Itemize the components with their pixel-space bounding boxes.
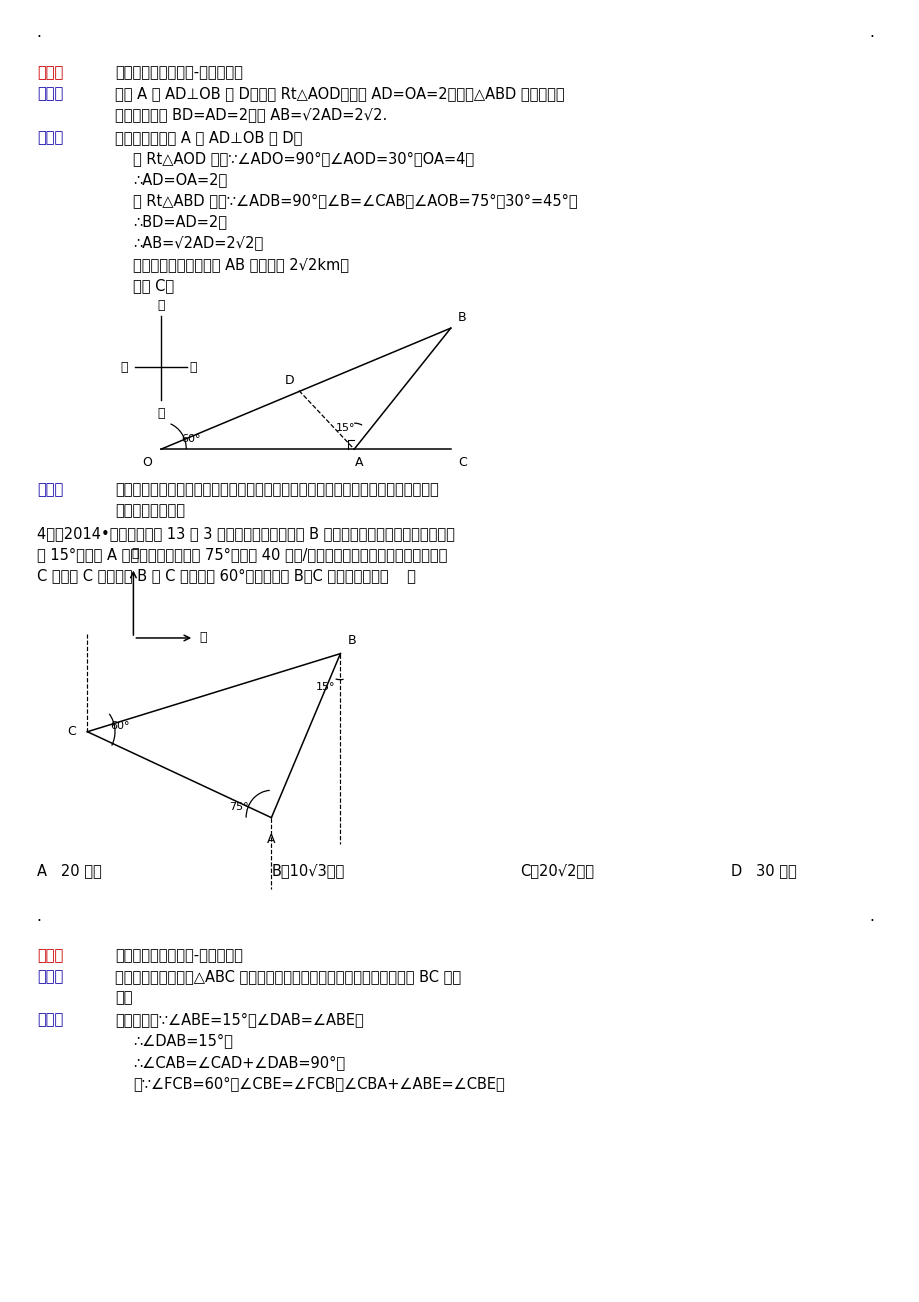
Text: 4．（2014•山东临沂，第 13 题 3 分）如图，在某监测点 B 处望见一艘正在作业的渔船在南偏: 4．（2014•山东临沂，第 13 题 3 分）如图，在某监测点 B 处望见一艘…: [37, 526, 454, 542]
Text: 75°: 75°: [229, 802, 248, 812]
Text: B: B: [347, 634, 356, 647]
Text: D   30 海里: D 30 海里: [731, 863, 796, 879]
Text: 北: 北: [157, 299, 165, 312]
Text: 解直角三角形的应用-方向角问题: 解直角三角形的应用-方向角问题: [115, 948, 243, 963]
Text: C．20√2海里: C．20√2海里: [519, 863, 593, 879]
Text: 解：如图，∵∠ABE=15°，∠DAB=∠ABE，: 解：如图，∵∠ABE=15°，∠DAB=∠ABE，: [115, 1013, 363, 1027]
Text: C 处，在 C 处观测到 B 在 C 的北偏东 60°方向上，则 B、C 之间的距离为（    ）: C 处，在 C 处观测到 B 在 C 的北偏东 60°方向上，则 B、C 之间的…: [37, 569, 415, 583]
Text: 西 15°方向的 A 处，若渔船沿北偏西 75°方向以 40 海里/小时的速度航行，航行半小时后到达: 西 15°方向的 A 处，若渔船沿北偏西 75°方向以 40 海里/小时的速度航…: [37, 547, 447, 562]
Text: 分析：: 分析：: [37, 86, 63, 102]
Text: 形是解题的关键．: 形是解题的关键．: [115, 503, 185, 518]
Text: ·: ·: [37, 914, 41, 930]
Text: 东: 东: [189, 361, 197, 374]
Text: ∴AD=OA=2．: ∴AD=OA=2．: [133, 172, 227, 187]
Text: 60°: 60°: [110, 721, 130, 732]
Text: 在 Rt△ABD 中，∵∠ADB=90°，∠B=∠CAB－∠AOB=75°－30°=45°，: 在 Rt△ABD 中，∵∠ADB=90°，∠B=∠CAB－∠AOB=75°－30…: [133, 193, 577, 208]
Text: 本题考查了解直角三角形的应用－方向角问题，难度适中，作出辅助线构造直角三角: 本题考查了解直角三角形的应用－方向角问题，难度适中，作出辅助线构造直角三角: [115, 482, 438, 497]
Text: C: C: [458, 456, 467, 469]
Text: A: A: [354, 456, 363, 469]
Text: B．10√3海里: B．10√3海里: [271, 863, 345, 879]
Text: 西: 西: [119, 361, 128, 374]
Text: A: A: [267, 833, 276, 846]
Text: 度．: 度．: [115, 991, 132, 1005]
Text: ∴AB=√2AD=2√2．: ∴AB=√2AD=2√2．: [133, 236, 264, 250]
Text: ∴BD=AD=2，: ∴BD=AD=2，: [133, 215, 227, 229]
Text: 三角形，得出 BD=AD=2，则 AB=√2AD=2√2.: 三角形，得出 BD=AD=2，则 AB=√2AD=2√2.: [115, 108, 387, 122]
Text: 15°: 15°: [335, 423, 355, 434]
Text: 东: 东: [199, 631, 207, 644]
Text: 在 Rt△AOD 中，∵∠ADO=90°，∠AOD=30°，OA=4，: 在 Rt△AOD 中，∵∠ADO=90°，∠AOD=30°，OA=4，: [133, 151, 474, 165]
Text: A   20 海里: A 20 海里: [37, 863, 101, 879]
Text: D: D: [285, 374, 294, 387]
Text: B: B: [458, 311, 466, 324]
Text: 考点：: 考点：: [37, 65, 63, 81]
Text: 15°: 15°: [316, 682, 335, 693]
Text: 过点 A 作 AD⊥OB 于 D．先解 Rt△AOD，得出 AD=OA=2，再由△ABD 是等腰直角: 过点 A 作 AD⊥OB 于 D．先解 Rt△AOD，得出 AD=OA=2，再由…: [115, 86, 564, 102]
Text: 解：如图，过点 A 作 AD⊥OB 于 D．: 解：如图，过点 A 作 AD⊥OB 于 D．: [115, 130, 302, 145]
Text: 北: 北: [131, 547, 139, 560]
Text: 如图，根据题意易求△ABC 是等腰直角三角形，通过解该直角三角形来求 BC 的长: 如图，根据题意易求△ABC 是等腰直角三角形，通过解该直角三角形来求 BC 的长: [115, 969, 460, 984]
Text: 解直角三角形的应用-方向角问题: 解直角三角形的应用-方向角问题: [115, 65, 243, 81]
Text: C: C: [67, 725, 76, 738]
Text: 60°: 60°: [181, 434, 200, 444]
Text: 点评：: 点评：: [37, 482, 63, 497]
Text: ·: ·: [37, 30, 41, 46]
Text: 解答：: 解答：: [37, 1013, 63, 1027]
Text: ∴∠CAB=∠CAD+∠DAB=90°．: ∴∠CAB=∠CAD+∠DAB=90°．: [133, 1055, 346, 1070]
Text: ∴∠DAB=15°，: ∴∠DAB=15°，: [133, 1034, 233, 1048]
Text: 即该船航行的距离（即 AB 的长）为 2√2km．: 即该船航行的距离（即 AB 的长）为 2√2km．: [133, 256, 349, 272]
Text: 分析：: 分析：: [37, 969, 63, 984]
Text: 解答：: 解答：: [37, 130, 63, 145]
Text: 又∵∠FCB=60°，∠CBE=∠FCB，∠CBA+∠ABE=∠CBE，: 又∵∠FCB=60°，∠CBE=∠FCB，∠CBA+∠ABE=∠CBE，: [133, 1075, 505, 1091]
Text: 南: 南: [157, 408, 165, 421]
Text: 考点：: 考点：: [37, 948, 63, 963]
Text: ·: ·: [868, 914, 873, 930]
Text: 故选 C．: 故选 C．: [133, 279, 175, 293]
Text: O: O: [142, 456, 152, 469]
Text: ·: ·: [868, 30, 873, 46]
